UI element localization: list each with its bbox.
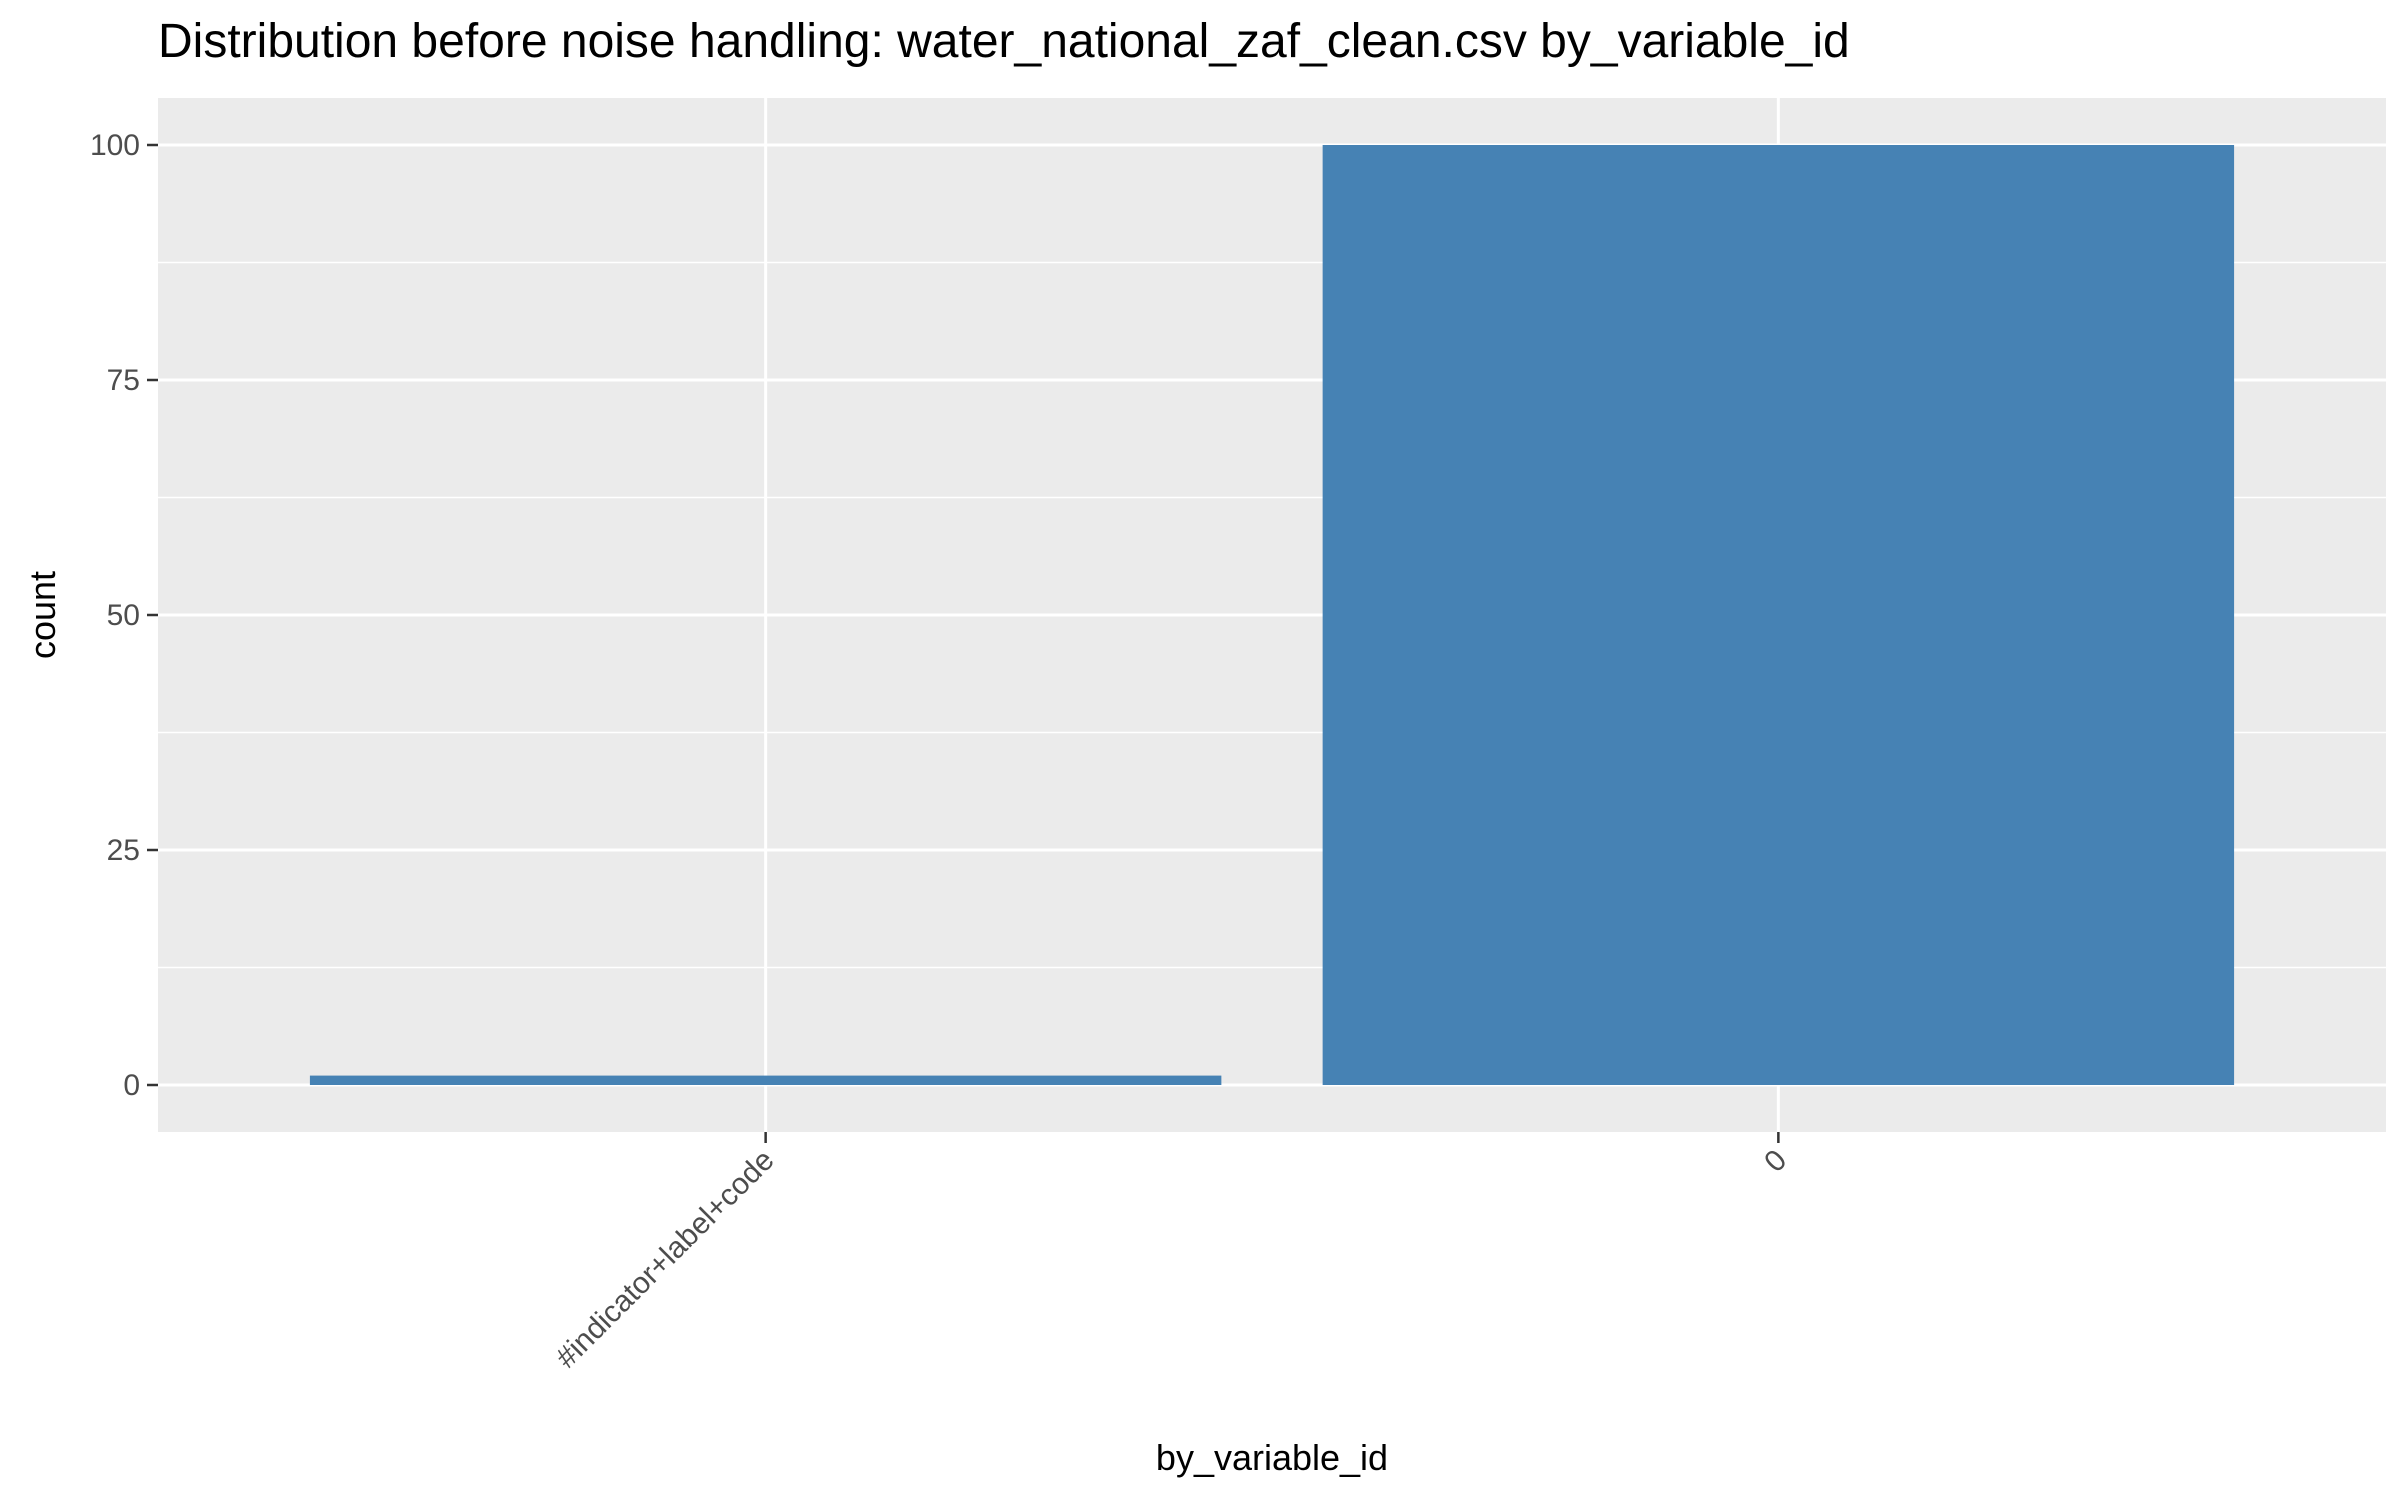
chart-title: Distribution before noise handling: wate… — [158, 15, 1850, 68]
y-tick-label: 100 — [90, 129, 140, 162]
bar — [309, 1075, 1222, 1085]
bars — [309, 145, 2235, 1085]
y-axis: 0 25 50 75 100 — [90, 129, 158, 1102]
x-tick-label: 0 — [1758, 1144, 1793, 1179]
bar — [1322, 145, 2235, 1085]
y-tick-label: 50 — [107, 599, 140, 632]
y-tick-label: 25 — [107, 834, 140, 867]
x-tick-label: #indicator+label+code — [550, 1144, 781, 1375]
y-axis-label: count — [22, 571, 63, 659]
x-axis: #indicator+label+code 0 — [550, 1132, 1793, 1375]
y-tick-label: 0 — [123, 1069, 140, 1102]
x-axis-label: by_variable_id — [1156, 1437, 1388, 1478]
y-tick-label: 75 — [107, 364, 140, 397]
